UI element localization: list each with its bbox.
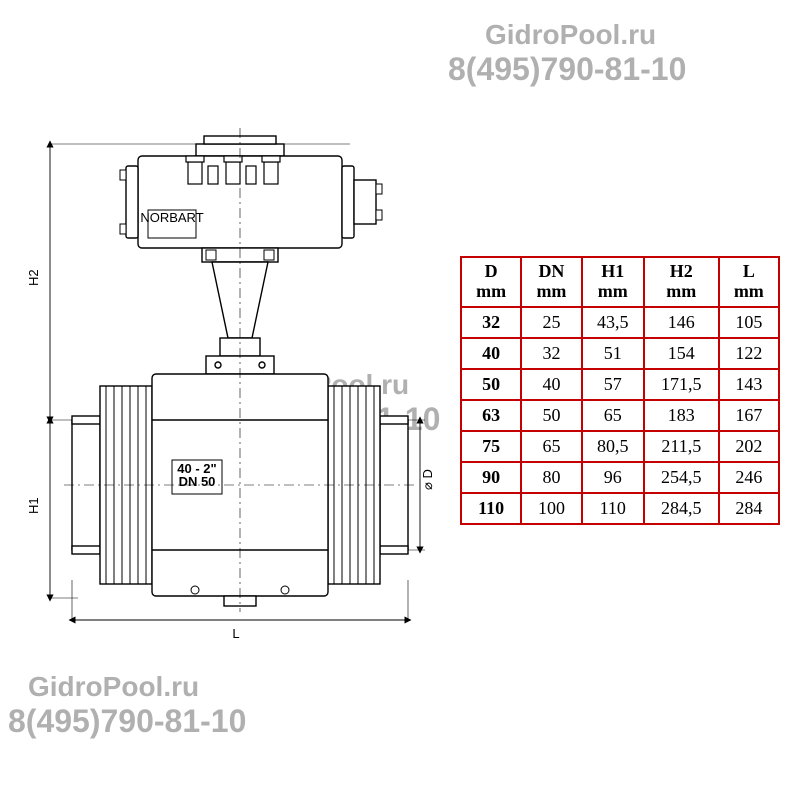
table-row: 756580,5211,5202 xyxy=(461,431,779,462)
table-cell: 110 xyxy=(461,493,521,524)
table-cell: 40 xyxy=(461,338,521,369)
table-cell: 43,5 xyxy=(582,307,644,338)
watermark-phone-bot: 8(495)790-81-10 xyxy=(8,702,246,740)
dimensions-table: DmmDNmmH1mmH2mmLmm 322543,51461054032511… xyxy=(460,256,780,525)
col-header-h1: H1mm xyxy=(582,257,644,307)
table-cell: 171,5 xyxy=(644,369,719,400)
table-cell: 183 xyxy=(644,400,719,431)
table-cell: 57 xyxy=(582,369,644,400)
table-cell: 65 xyxy=(521,431,581,462)
table-cell: 90 xyxy=(461,462,521,493)
drawing-svg: H2 H1 L ⌀ D xyxy=(20,120,440,650)
watermark-site-top: GidroPool.ru xyxy=(485,18,656,52)
table-cell: 154 xyxy=(644,338,719,369)
table-cell: 167 xyxy=(719,400,779,431)
dim-label-h2: H2 xyxy=(26,269,41,286)
body-size-2: DN 50 xyxy=(179,474,216,489)
col-header-dn: DNmm xyxy=(521,257,581,307)
table-row: 322543,5146105 xyxy=(461,307,779,338)
table-cell: 246 xyxy=(719,462,779,493)
table-cell: 100 xyxy=(521,493,581,524)
table-header: DmmDNmmH1mmH2mmLmm xyxy=(461,257,779,307)
table-cell: 40 xyxy=(521,369,581,400)
table-cell: 75 xyxy=(461,431,521,462)
table-cell: 32 xyxy=(521,338,581,369)
dim-label-h1: H1 xyxy=(26,497,41,514)
table-cell: 80,5 xyxy=(582,431,644,462)
table-cell: 105 xyxy=(719,307,779,338)
table-cell: 122 xyxy=(719,338,779,369)
table-cell: 284,5 xyxy=(644,493,719,524)
table-cell: 80 xyxy=(521,462,581,493)
dimensions-table-wrap: DmmDNmmH1mmH2mmLmm 322543,51461054032511… xyxy=(460,256,780,525)
table-cell: 50 xyxy=(521,400,581,431)
table-cell: 63 xyxy=(461,400,521,431)
table-body: 322543,5146105403251154122504057171,5143… xyxy=(461,307,779,524)
table-cell: 211,5 xyxy=(644,431,719,462)
col-header-h2: H2mm xyxy=(644,257,719,307)
table-cell: 284 xyxy=(719,493,779,524)
table-cell: 96 xyxy=(582,462,644,493)
watermark-phone-top: 8(495)790-81-10 xyxy=(448,50,686,88)
table-cell: 51 xyxy=(582,338,644,369)
actuator-brand: NORBART xyxy=(140,210,203,225)
col-header-d: Dmm xyxy=(461,257,521,307)
table-cell: 65 xyxy=(582,400,644,431)
table-cell: 25 xyxy=(521,307,581,338)
table-row: 635065183167 xyxy=(461,400,779,431)
col-header-l: Lmm xyxy=(719,257,779,307)
table-cell: 32 xyxy=(461,307,521,338)
table-cell: 254,5 xyxy=(644,462,719,493)
table-row: 110100110284,5284 xyxy=(461,493,779,524)
table-cell: 110 xyxy=(582,493,644,524)
table-cell: 143 xyxy=(719,369,779,400)
dim-label-l: L xyxy=(232,626,239,641)
watermark-site-bot: GidroPool.ru xyxy=(28,670,199,704)
technical-drawing: H2 H1 L ⌀ D xyxy=(20,120,440,650)
dim-label-d: ⌀ D xyxy=(420,469,435,490)
table-row: 908096254,5246 xyxy=(461,462,779,493)
table-row: 403251154122 xyxy=(461,338,779,369)
table-cell: 202 xyxy=(719,431,779,462)
table-cell: 146 xyxy=(644,307,719,338)
table-row: 504057171,5143 xyxy=(461,369,779,400)
table-cell: 50 xyxy=(461,369,521,400)
